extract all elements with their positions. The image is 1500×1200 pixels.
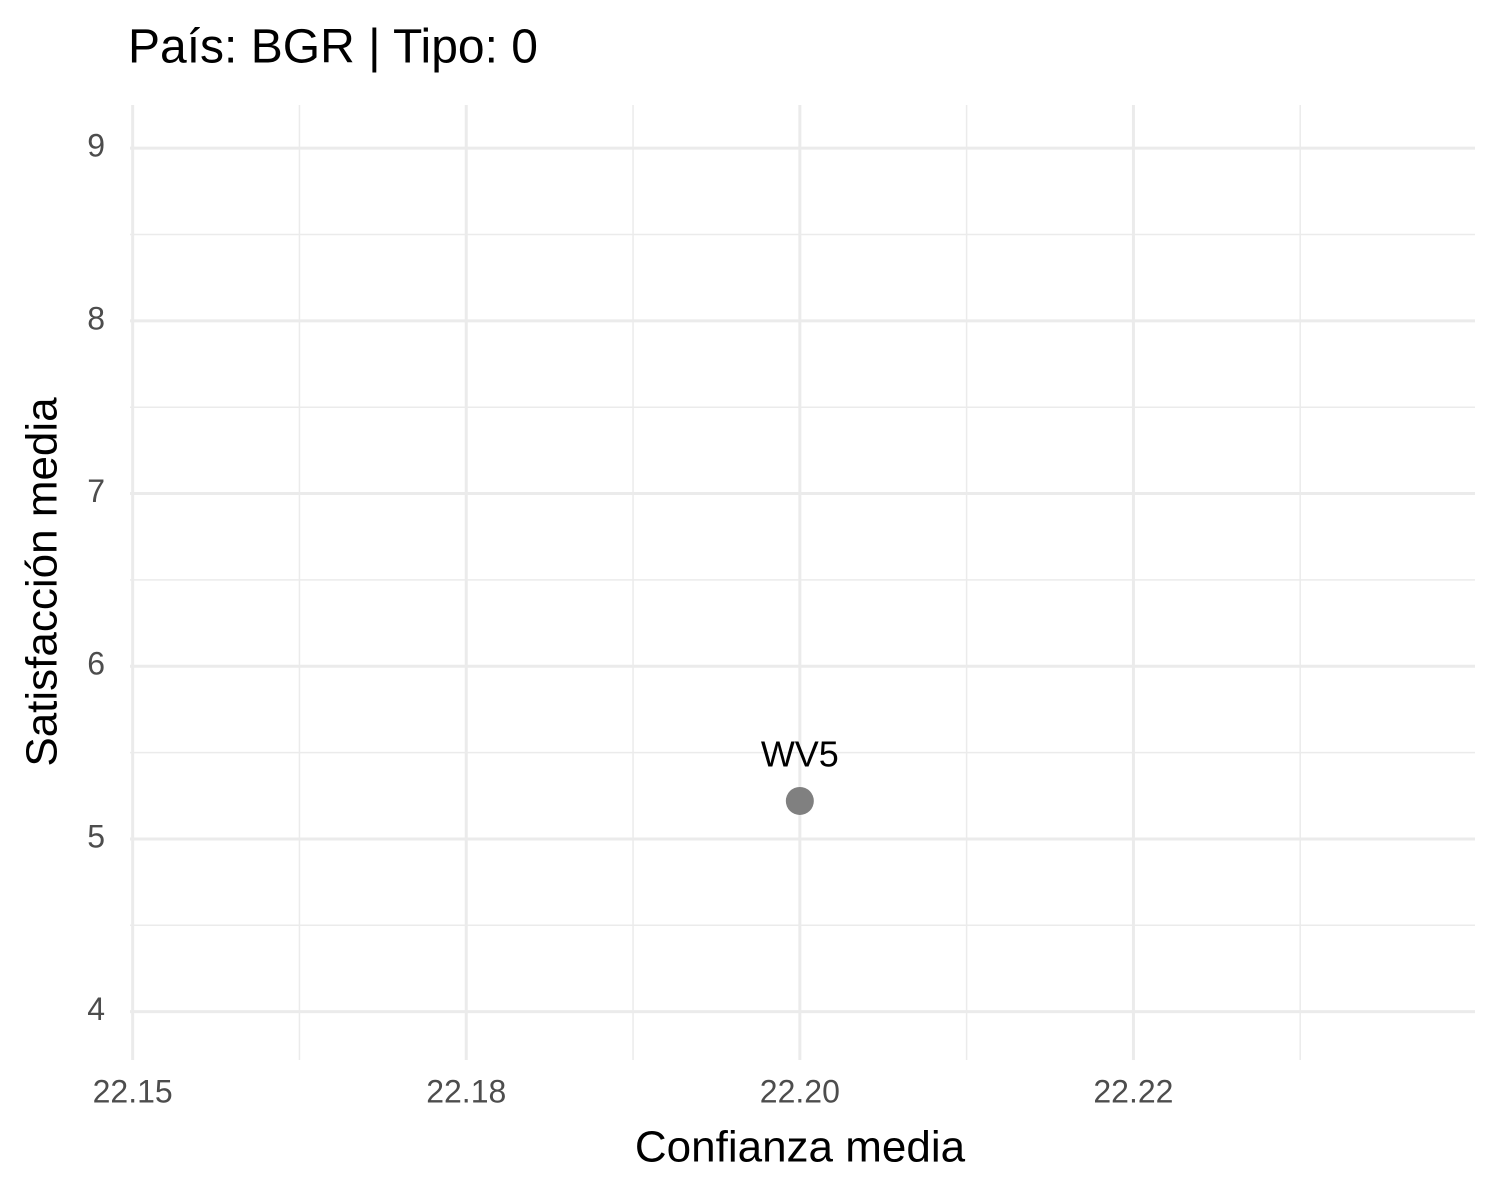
y-axis-title: Satisfacción media xyxy=(18,397,67,767)
y-tick-label: 5 xyxy=(87,818,105,854)
y-tick-label: 8 xyxy=(87,300,105,336)
point xyxy=(785,786,814,815)
point-label: WV5 xyxy=(761,733,839,774)
x-tick-label: 22.15 xyxy=(93,1073,173,1109)
x-tick-label: 22.18 xyxy=(426,1073,506,1109)
x-tick-label: 22.22 xyxy=(1093,1073,1173,1109)
y-tick-label: 6 xyxy=(87,646,105,682)
y-tick-label: 4 xyxy=(87,991,105,1027)
y-tick-label: 9 xyxy=(87,128,105,164)
chart-title: País: BGR | Tipo: 0 xyxy=(128,21,538,74)
x-axis-title: Confianza media xyxy=(635,1123,966,1172)
x-tick-label: 22.20 xyxy=(760,1073,840,1109)
y-tick-label: 7 xyxy=(87,473,105,509)
